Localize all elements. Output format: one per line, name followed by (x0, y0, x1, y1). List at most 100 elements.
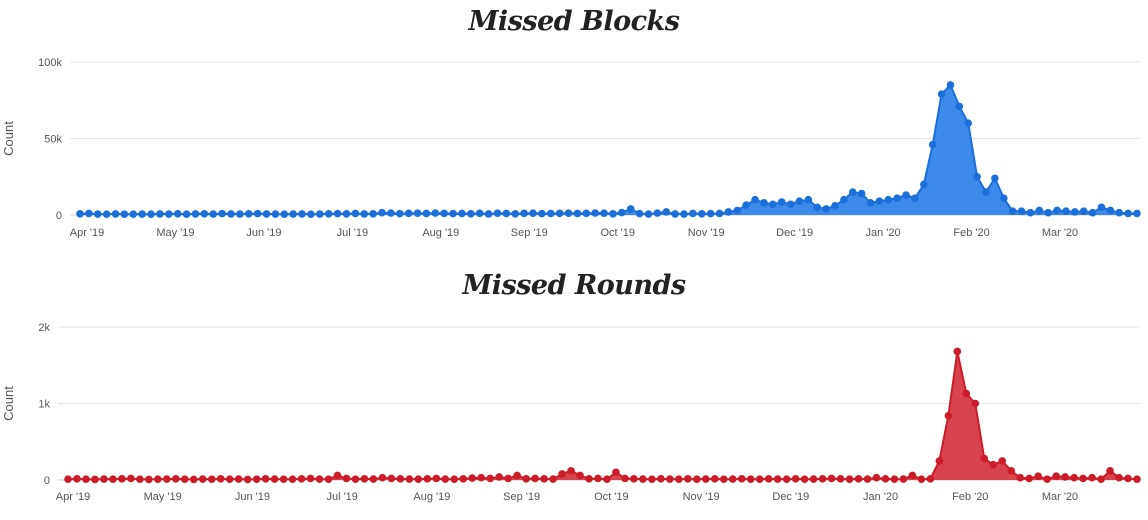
missed-rounds-panel: Missed Rounds 0 1k 2k Count Apr '19 May '19 Ju… (0, 266, 1148, 520)
x-tick-label: Feb '20 (953, 227, 989, 239)
y-axis-label: Count (1, 121, 16, 156)
data-point (618, 208, 626, 217)
data-point (1044, 208, 1052, 217)
data-point (1034, 472, 1042, 480)
data-point (1079, 207, 1088, 215)
data-point (333, 209, 342, 218)
data-point (1133, 209, 1141, 218)
data-point (1088, 208, 1097, 217)
data-point (520, 209, 528, 218)
data-point (369, 475, 378, 483)
data-point (1035, 206, 1044, 215)
data-point (440, 209, 448, 218)
data-point (120, 210, 129, 219)
data-point (689, 209, 697, 218)
data-point (171, 475, 180, 483)
data-point (746, 475, 755, 484)
data-point (697, 209, 706, 218)
data-point (890, 475, 899, 484)
data-point (893, 194, 901, 202)
data-point (742, 201, 750, 209)
y-tick-label: 2k (38, 322, 50, 334)
data-point (324, 475, 333, 484)
x-tick-label: Jan '20 (863, 491, 898, 503)
data-point (182, 210, 191, 219)
data-point (236, 210, 244, 218)
y-tick-label: 1k (38, 399, 50, 411)
data-point (706, 209, 715, 218)
data-point (145, 475, 153, 484)
data-point (899, 475, 908, 483)
data-point (413, 209, 422, 217)
data-point (102, 210, 111, 219)
data-point (582, 209, 591, 218)
data-point (1106, 467, 1114, 475)
data-point (804, 195, 813, 204)
data-point (475, 209, 484, 218)
data-point (477, 473, 486, 482)
data-point (872, 473, 881, 482)
data-point (198, 475, 207, 483)
data-point (280, 210, 289, 219)
data-point (777, 198, 786, 206)
data-point (635, 209, 644, 218)
data-point (297, 475, 306, 483)
data-point (342, 209, 351, 218)
data-point (495, 473, 503, 481)
data-point (751, 195, 759, 204)
x-tick-label: Jun '19 (235, 491, 270, 503)
data-point (848, 188, 857, 196)
data-point (225, 475, 234, 484)
data-point (567, 467, 575, 475)
data-point (227, 210, 235, 218)
data-point (576, 471, 584, 480)
data-point (253, 209, 262, 218)
data-point (773, 475, 782, 483)
data-point (1017, 207, 1026, 215)
data-point (1007, 467, 1016, 475)
data-point (118, 475, 126, 483)
series-area (80, 84, 1137, 215)
x-tick-label: May '19 (144, 491, 182, 503)
data-point (165, 210, 173, 218)
data-point (369, 209, 377, 218)
data-point (603, 475, 611, 484)
data-point (279, 475, 288, 484)
data-point (1043, 475, 1051, 484)
data-point (395, 209, 404, 218)
data-point (875, 197, 884, 206)
data-point (836, 475, 845, 483)
x-tick-label: Oct '19 (594, 491, 629, 503)
data-point (307, 210, 315, 219)
data-point (944, 411, 953, 420)
data-point (866, 198, 875, 207)
data-point (626, 205, 635, 213)
data-point (644, 210, 653, 218)
data-point (306, 474, 315, 483)
data-point (733, 206, 742, 215)
data-point (100, 475, 108, 483)
data-point (827, 474, 836, 483)
data-point (450, 475, 459, 484)
data-point (396, 475, 405, 483)
data-point (928, 140, 937, 149)
data-point (513, 471, 521, 480)
data-point (1124, 209, 1132, 218)
data-point (621, 474, 629, 483)
data-point (662, 208, 671, 216)
data-point (504, 474, 512, 483)
data-point (609, 209, 617, 218)
data-point (109, 475, 117, 484)
data-point (737, 475, 746, 483)
x-tick-label: Aug '19 (413, 491, 450, 503)
data-point (538, 209, 546, 218)
data-point (764, 475, 773, 483)
data-point (760, 198, 768, 207)
y-tick-label: 100k (38, 57, 62, 69)
data-point (1088, 473, 1096, 482)
data-point (252, 475, 261, 484)
data-point (82, 475, 90, 484)
data-point (138, 210, 146, 218)
data-point (555, 209, 564, 218)
data-point (964, 119, 973, 127)
